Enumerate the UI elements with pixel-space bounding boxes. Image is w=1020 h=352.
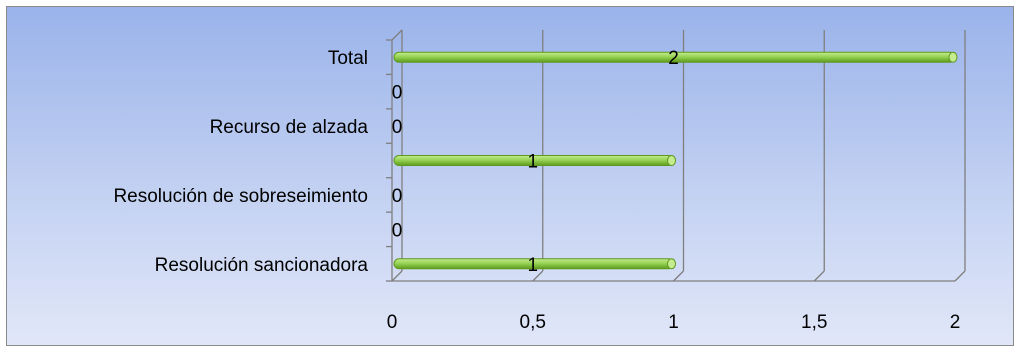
floor-gridline [532, 270, 544, 282]
data-label: 0 [392, 83, 403, 104]
x-tick-label: 1 [668, 312, 679, 333]
data-label: 1 [527, 152, 538, 173]
data-label: 2 [668, 48, 679, 69]
x-tick-label: 1,5 [801, 312, 827, 333]
x-tick-label: 0,5 [520, 312, 546, 333]
bar-end-cap [667, 155, 676, 166]
bar-end-cap [948, 51, 958, 63]
wall-edge [391, 29, 403, 41]
data-label: 0 [392, 220, 403, 241]
category-label: Resolución sancionadora [155, 255, 369, 276]
data-label: 1 [527, 255, 538, 276]
data-label: 0 [392, 117, 403, 138]
data-label: 0 [392, 186, 403, 207]
floor-gridline [673, 270, 684, 282]
category-label: Resolución de sobreseimiento [113, 186, 368, 207]
bar-chart: 1 0 0 1 0 0 2 Resolución sancionadora Resolución… [113, 29, 966, 333]
x-tick-label: 0 [387, 312, 398, 333]
bar-end-cap [667, 258, 676, 270]
floor-gridline [954, 270, 966, 282]
floor-gridline [813, 270, 825, 282]
x-tick-label: 2 [950, 312, 961, 333]
category-label: Total [328, 48, 368, 69]
category-label: Recurso de alzada [210, 117, 369, 138]
floor-gridline [391, 270, 403, 282]
